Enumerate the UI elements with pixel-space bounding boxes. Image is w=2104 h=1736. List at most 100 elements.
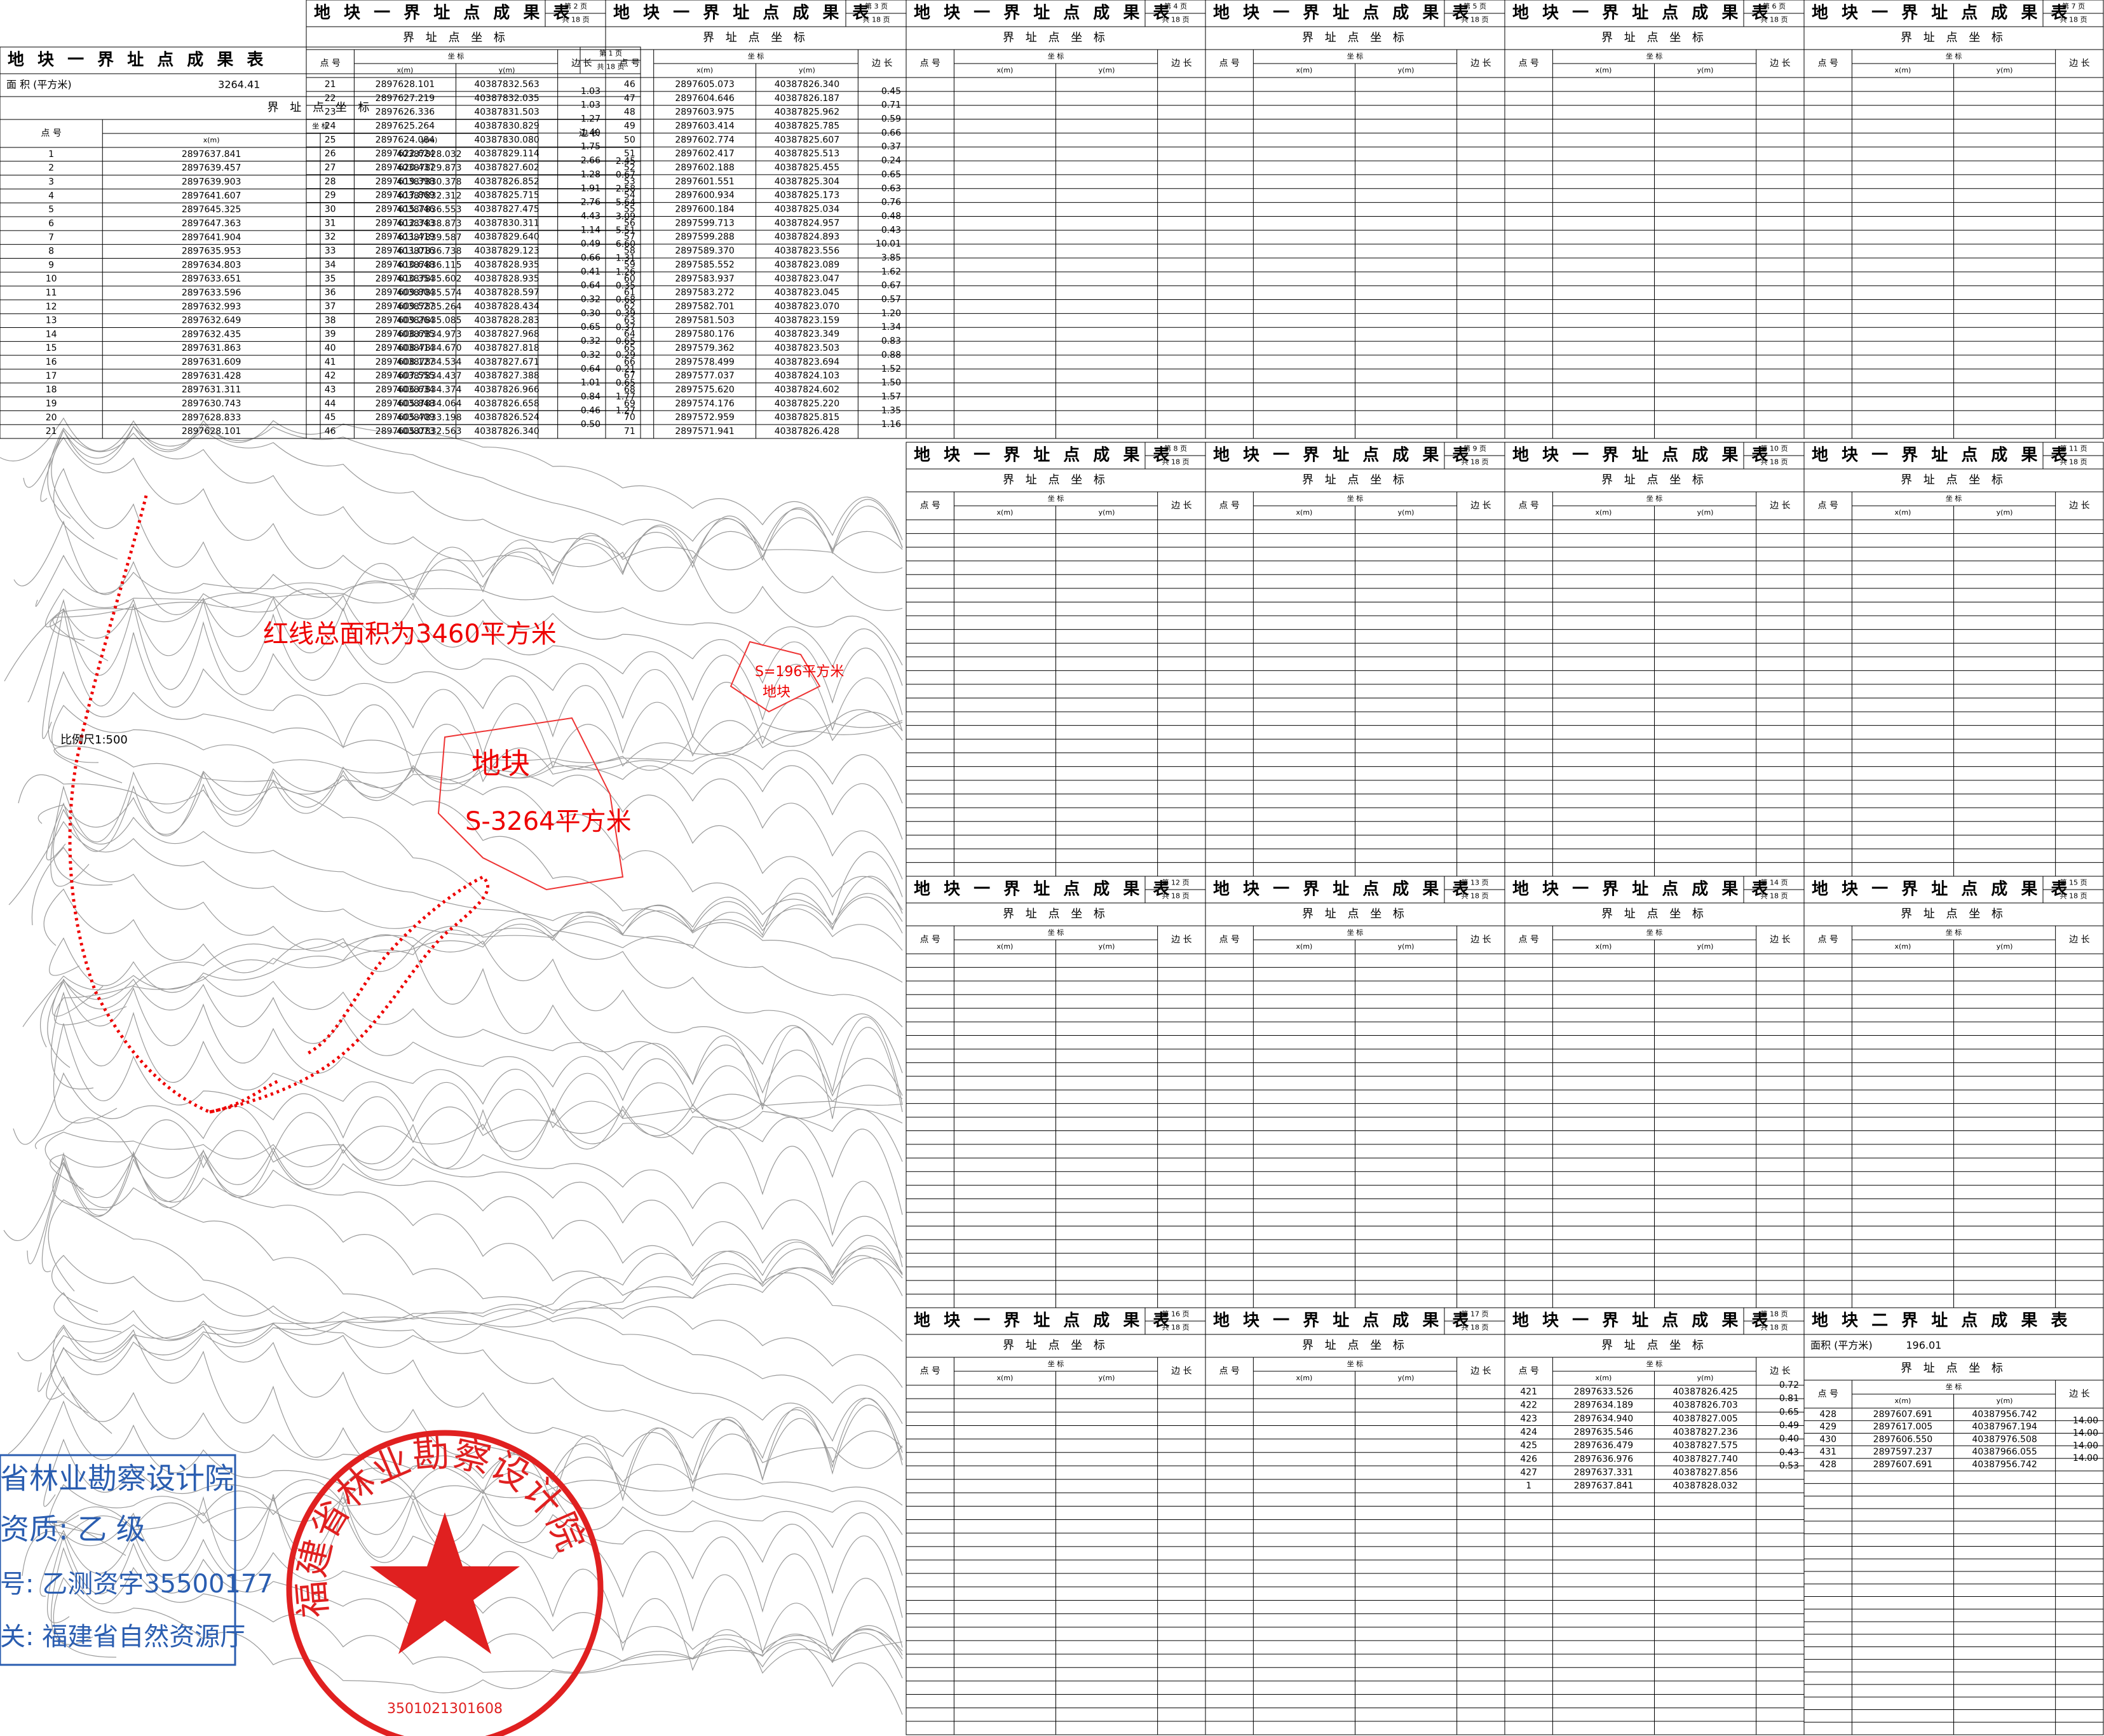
table-title: 地 块 一 界 址 点 成 果 表 (613, 3, 872, 23)
plot1-area: S-3264平方米 (465, 807, 632, 836)
coord-x: 2897606.550 (1873, 1434, 1933, 1444)
coord-x: 2897574.176 (675, 398, 735, 409)
point-id: 49 (624, 121, 635, 131)
point-id: 56 (624, 218, 635, 228)
col-y: y(m) (1099, 1374, 1115, 1382)
table-title: 地 块 一 界 址 点 成 果 表 (914, 1311, 1173, 1331)
coord-x: 2897607.555 (376, 371, 435, 381)
coord-x: 2897603.414 (675, 121, 735, 131)
table-header: 界 址 点 坐 标 (1901, 1362, 2007, 1375)
point-id: 46 (624, 79, 635, 90)
col-id: 点 号 (1817, 1389, 1838, 1399)
edge-length: 14.00 (2073, 1416, 2098, 1426)
col-y: y(m) (1398, 508, 1415, 517)
point-id: 39 (325, 329, 336, 339)
page-number: 第 16 页 (1162, 1310, 1190, 1319)
col-edge: 边 长 (1770, 501, 1790, 511)
coord-x: 2897628.833 (182, 412, 241, 423)
edge-length: 1.14 (581, 225, 601, 235)
edge-length: 0.30 (581, 308, 601, 318)
page-total: 共 18 页 (1462, 1324, 1489, 1332)
table-title: 地 块 一 界 址 点 成 果 表 (914, 879, 1173, 899)
coord-x: 2897625.264 (376, 121, 435, 131)
page-number: 第 17 页 (1462, 1310, 1489, 1319)
coord-y: 40387829.114 (474, 149, 540, 159)
point-id: 13 (46, 316, 57, 326)
table-header: 界 址 点 坐 标 (703, 31, 809, 44)
point-id: 19 (46, 398, 57, 409)
point-id: 44 (325, 398, 336, 409)
coord-y: 40387823.089 (775, 260, 839, 270)
col-coord: 坐 标 (1646, 928, 1663, 937)
coord-y: 40387827.602 (474, 163, 539, 173)
table-title: 地 块 一 界 址 点 成 果 表 (914, 445, 1173, 465)
coord-x: 2897619.398 (376, 177, 435, 187)
coord-x: 2897589.370 (675, 246, 735, 256)
area-label: 面 积 (平方米) (6, 79, 72, 91)
area-value: 196.01 (1906, 1339, 1941, 1352)
col-id: 点 号 (1817, 501, 1838, 511)
col-x: x(m) (1296, 1374, 1313, 1382)
coord-x: 2897582.701 (675, 301, 735, 311)
edge-length: 14.00 (2073, 1428, 2098, 1439)
col-edge: 边 长 (1770, 1366, 1790, 1376)
table-header: 界 址 点 坐 标 (1003, 1339, 1109, 1352)
page-total: 共 18 页 (1761, 892, 1788, 900)
col-y: y(m) (1099, 508, 1115, 517)
qualification-issuer: 关: 福建省自然资源厅 (0, 1622, 245, 1651)
edge-length: 0.32 (581, 295, 601, 305)
point-id: 20 (46, 412, 57, 423)
coord-x: 2897585.552 (675, 260, 735, 270)
coord-y: 40387830.080 (474, 135, 539, 145)
coord-y: 40387831.503 (474, 107, 539, 118)
coord-x: 2897605.073 (376, 426, 435, 437)
col-coord: 坐 标 (448, 51, 465, 60)
coord-y: 40387829.123 (474, 246, 539, 256)
col-id: 点 号 (920, 935, 940, 945)
edge-length: 0.83 (881, 336, 901, 346)
point-id: 3 (48, 177, 54, 187)
edge-length: 1.75 (581, 142, 601, 152)
point-id: 431 (1819, 1447, 1836, 1457)
table-header: 界 址 点 坐 标 (1601, 31, 1707, 44)
table-title: 地 块 一 界 址 点 成 果 表 (1512, 445, 1772, 465)
edge-length: 0.37 (881, 142, 901, 152)
point-id: 4 (48, 191, 54, 201)
coord-y: 40387827.005 (1673, 1414, 1737, 1424)
point-id: 67 (624, 371, 635, 381)
edge-length: 0.76 (881, 198, 901, 208)
coord-x: 2897602.417 (675, 149, 735, 159)
coord-x: 2897637.841 (1574, 1481, 1634, 1491)
coord-y: 40387825.304 (775, 177, 840, 187)
point-id: 62 (624, 301, 635, 311)
col-edge: 边 长 (1171, 501, 1191, 511)
page-total: 共 18 页 (1162, 892, 1190, 900)
table-header: 界 址 点 坐 标 (1302, 907, 1408, 921)
coord-y: 40387823.045 (775, 288, 839, 298)
edge-length: 1.52 (881, 364, 901, 374)
point-id: 422 (1520, 1400, 1537, 1411)
point-id: 61 (624, 288, 635, 298)
coord-x: 2897631.609 (182, 357, 241, 367)
coord-x: 2897637.841 (182, 149, 241, 159)
coord-x: 2897609.804 (376, 288, 435, 298)
coord-x: 2897599.288 (675, 232, 735, 242)
qualification-grade: 资质: 乙 级 (0, 1512, 146, 1547)
point-id: 43 (325, 385, 336, 395)
col-x: x(m) (997, 942, 1014, 951)
edge-length: 3.85 (881, 253, 901, 263)
table-title: 地 块 一 界 址 点 成 果 表 (1512, 1311, 1772, 1331)
coord-y: 40387826.852 (474, 177, 539, 187)
col-id: 点 号 (1817, 58, 1838, 69)
point-id: 26 (325, 149, 336, 159)
coord-x: 2897607.691 (1873, 1460, 1933, 1470)
col-y: y(m) (1697, 1374, 1714, 1382)
edge-length: 10.01 (876, 239, 901, 249)
point-id: 25 (325, 135, 336, 145)
edge-length: 0.46 (581, 405, 601, 416)
table-title: 地 块 一 界 址 点 成 果 表 (314, 3, 573, 23)
col-y: y(m) (1697, 66, 1714, 74)
coord-y: 40387824.103 (775, 371, 839, 381)
col-edge: 边 长 (1770, 935, 1790, 945)
coord-x: 2897624.084 (376, 135, 435, 145)
